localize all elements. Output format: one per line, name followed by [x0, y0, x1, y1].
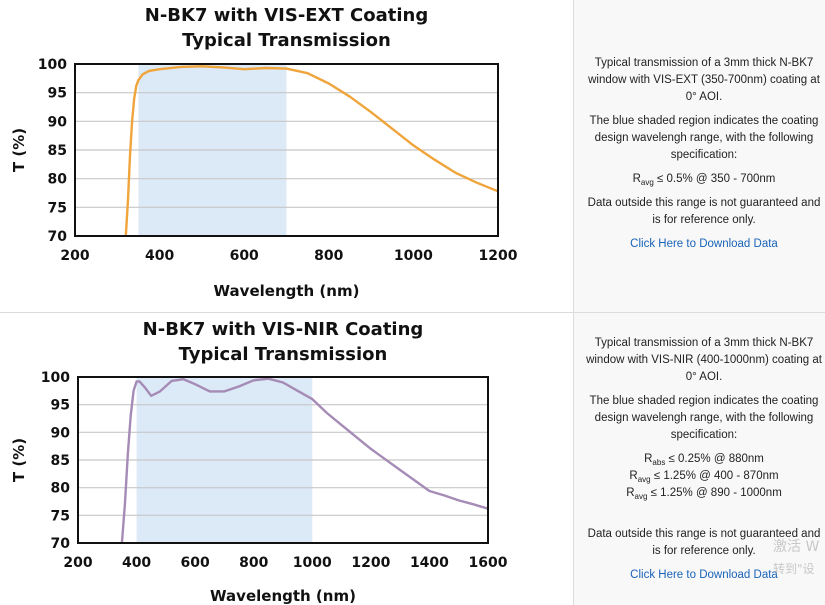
- x-tick-label: 400: [122, 555, 151, 571]
- download-data-link[interactable]: Click Here to Download Data: [630, 569, 778, 581]
- spec-value: ≤ 1.25% @ 890 - 1000nm: [647, 487, 782, 499]
- transmission-line: [120, 377, 489, 544]
- x-tick-label: 1200: [479, 248, 518, 264]
- horizontal-divider: [0, 312, 825, 313]
- x-tick-label: 1200: [351, 555, 390, 571]
- chart-row-vis-nir: 70 75 80 85 90 95 100 200 400 600 800 1000 1200 1400 1…: [0, 313, 825, 605]
- y-tick-label: 80: [51, 481, 71, 497]
- x-axis-label: Wavelength (nm): [210, 587, 356, 605]
- chart-row-vis-ext: 70 75 80 85 90 95 100 200 400 600 800 1000 1200 N-BK7…: [10, 5, 518, 300]
- description-text: Typical transmission of a 3mm thick N-BK…: [586, 337, 822, 383]
- shaded-region-text: The blue shaded region indicates the coa…: [589, 395, 819, 441]
- x-tick-label: 600: [181, 555, 210, 571]
- y-tick-label: 70: [48, 229, 68, 245]
- y-axis-label: T (%): [10, 438, 28, 482]
- spec-line: Ravg ≤ 1.25% @ 890 - 1000nm: [583, 485, 825, 502]
- download-data-link[interactable]: Click Here to Download Data: [630, 238, 778, 250]
- spec-symbol: R: [632, 173, 641, 185]
- y-tick-label: 70: [51, 536, 71, 552]
- y-tick-label: 90: [48, 114, 68, 130]
- spec-list: Ravg ≤ 0.5% @ 350 - 700nm: [583, 171, 825, 188]
- chart-title: N-BK7 with VIS-EXT Coating: [145, 5, 428, 26]
- chart-title: N-BK7 with VIS-NIR Coating: [143, 319, 424, 340]
- x-tick-label: 600: [230, 248, 259, 264]
- plot-frame: [74, 63, 499, 237]
- chart-subtitle: Typical Transmission: [179, 344, 388, 365]
- chart-subtitle: Typical Transmission: [182, 30, 391, 51]
- x-tick-label: 800: [314, 248, 343, 264]
- chart-vis-nir: 70 75 80 85 90 95 100 200 400 600 800 1000 1200 1400 1…: [10, 319, 508, 605]
- spec-line: Ravg ≤ 0.5% @ 350 - 700nm: [583, 171, 825, 188]
- right-panel-background: [574, 0, 825, 605]
- y-tick-label: 80: [48, 172, 68, 188]
- y-tick-label: 75: [48, 200, 67, 216]
- spec-subscript: avg: [634, 492, 648, 501]
- description-panel-vis-ext: Typical transmission of a 3mm thick N-BK…: [583, 55, 825, 253]
- spec-line: Ravg ≤ 1.25% @ 400 - 870nm: [583, 468, 825, 485]
- x-tick-label: 200: [63, 555, 92, 571]
- watermark-line2: 转到"设: [773, 562, 815, 576]
- y-tick-label: 75: [51, 508, 70, 524]
- x-tick-label: 400: [145, 248, 174, 264]
- spec-list: Rabs ≤ 0.25% @ 880nm Ravg ≤ 1.25% @ 400 -…: [583, 451, 825, 502]
- y-tick-label: 95: [51, 398, 70, 414]
- x-axis-label: Wavelength (nm): [214, 282, 360, 300]
- description-text: Typical transmission of a 3mm thick N-BK…: [588, 57, 820, 103]
- spec-line: Rabs ≤ 0.25% @ 880nm: [583, 451, 825, 468]
- y-tick-label: 85: [48, 143, 67, 159]
- chart-vis-ext: 70 75 80 85 90 95 100 200 400 600 800 1000 1200 N-BK7…: [10, 5, 518, 300]
- x-tick-label: 1400: [410, 555, 449, 571]
- y-tick-label: 90: [51, 425, 71, 441]
- spec-symbol: R: [629, 470, 638, 482]
- disclaimer-text: Data outside this range is not guarantee…: [587, 197, 821, 226]
- shaded-region-text: The blue shaded region indicates the coa…: [589, 115, 819, 161]
- spec-value: ≤ 1.25% @ 400 - 870nm: [650, 470, 779, 482]
- y-axis-label: T (%): [10, 128, 28, 172]
- y-tick-label: 100: [41, 370, 70, 386]
- transmission-line: [124, 65, 499, 237]
- spec-subscript: abs: [652, 458, 666, 467]
- x-tick-label: 1000: [293, 555, 332, 571]
- vertical-divider: [573, 0, 574, 605]
- x-tick-label: 1000: [394, 248, 433, 264]
- spec-symbol: R: [626, 487, 635, 499]
- y-tick-label: 85: [51, 453, 70, 469]
- description-panel-vis-nir: Typical transmission of a 3mm thick N-BK…: [583, 335, 825, 584]
- x-tick-label: 1600: [469, 555, 508, 571]
- x-tick-label: 800: [239, 555, 268, 571]
- spec-subscript: avg: [637, 475, 651, 484]
- spec-value: ≤ 0.5% @ 350 - 700nm: [653, 173, 776, 185]
- watermark-line1: 激活 W: [773, 539, 820, 555]
- disclaimer-text: Data outside this range is not guarantee…: [587, 528, 821, 557]
- spec-symbol: R: [644, 453, 653, 465]
- spec-subscript: avg: [640, 178, 654, 187]
- y-tick-label: 95: [48, 86, 67, 102]
- plot-frame: [77, 376, 489, 544]
- y-tick-label: 100: [38, 57, 67, 73]
- x-tick-label: 200: [60, 248, 89, 264]
- spec-value: ≤ 0.25% @ 880nm: [665, 453, 764, 465]
